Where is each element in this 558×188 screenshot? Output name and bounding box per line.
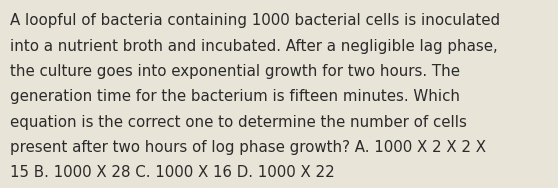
Text: present after two hours of log phase growth? A. 1000 X 2 X 2 X: present after two hours of log phase gro… <box>10 140 486 155</box>
Text: generation time for the bacterium is fifteen minutes. Which: generation time for the bacterium is fif… <box>10 89 460 104</box>
Text: equation is the correct one to determine the number of cells: equation is the correct one to determine… <box>10 115 467 130</box>
Text: the culture goes into exponential growth for two hours. The: the culture goes into exponential growth… <box>10 64 460 79</box>
Text: into a nutrient broth and incubated. After a negligible lag phase,: into a nutrient broth and incubated. Aft… <box>10 39 498 54</box>
Text: A loopful of bacteria containing 1000 bacterial cells is inoculated: A loopful of bacteria containing 1000 ba… <box>10 13 500 28</box>
Text: 15 B. 1000 X 28 C. 1000 X 16 D. 1000 X 22: 15 B. 1000 X 28 C. 1000 X 16 D. 1000 X 2… <box>10 165 335 180</box>
